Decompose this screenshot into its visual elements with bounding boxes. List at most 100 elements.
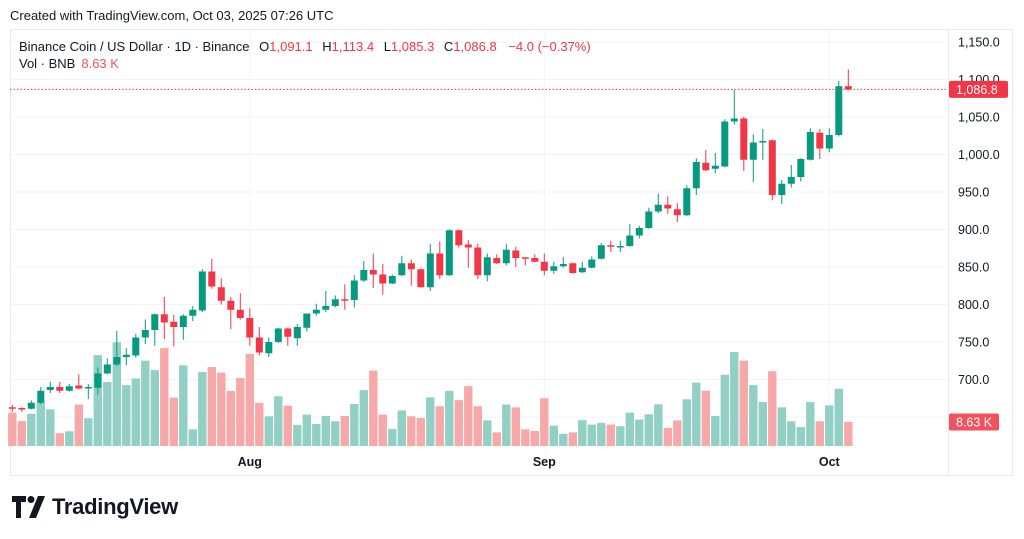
candle-body bbox=[94, 373, 102, 388]
last-volume-badge-text: 8.63 K bbox=[956, 416, 993, 430]
volume-bar bbox=[511, 407, 520, 446]
candle-body bbox=[141, 330, 149, 338]
candle-body bbox=[664, 204, 672, 209]
time-axis: Aug Sep Oct bbox=[238, 30, 949, 475]
volume-bar bbox=[65, 431, 74, 446]
price-axis: 1,150.01,100.01,050.01,000.0950.0900.085… bbox=[958, 36, 1000, 388]
candle-body bbox=[284, 328, 292, 337]
candle-body bbox=[531, 258, 539, 262]
volume-bar bbox=[730, 352, 739, 446]
candle-body bbox=[407, 263, 415, 270]
candle-body bbox=[274, 328, 282, 342]
tradingview-logo-icon bbox=[12, 496, 45, 518]
volume-bar bbox=[806, 402, 815, 446]
tradingview-logo[interactable]: TradingView bbox=[12, 494, 178, 520]
candle-body bbox=[151, 314, 159, 330]
candle-body bbox=[46, 387, 54, 390]
volume-bar bbox=[378, 414, 387, 446]
candle-body bbox=[607, 245, 615, 247]
volume-bar bbox=[226, 390, 235, 446]
volume-bar bbox=[17, 420, 26, 446]
candle-body bbox=[379, 274, 387, 284]
volume-bar bbox=[701, 390, 710, 446]
volume-bar bbox=[587, 424, 596, 446]
candle-body bbox=[426, 253, 434, 288]
price-tick-label: 1,050.0 bbox=[958, 111, 1000, 125]
candle-body bbox=[208, 271, 216, 287]
chart-legend: Binance Coin / US Dollar · 1D · Binance … bbox=[19, 38, 591, 72]
price-badges: 1,086.8 8.63 K bbox=[10, 80, 1008, 431]
price-tick-label: 1,150.0 bbox=[958, 36, 1000, 50]
candle-body bbox=[616, 246, 624, 248]
candle-body bbox=[236, 309, 244, 318]
last-price-badge bbox=[949, 80, 1008, 98]
change-value: −4.0 (−0.37%) bbox=[508, 39, 591, 54]
volume-bar bbox=[454, 400, 463, 446]
candle-body bbox=[217, 287, 225, 301]
price-tick-label: 800.0 bbox=[958, 298, 989, 312]
volume-bar bbox=[844, 422, 853, 446]
chart-frame bbox=[10, 29, 1013, 476]
candle-body bbox=[588, 259, 596, 268]
candle-body bbox=[502, 249, 510, 264]
candle-body bbox=[759, 141, 767, 143]
symbol-title[interactable]: Binance Coin / US Dollar · 1D · Binance bbox=[19, 39, 250, 54]
volume-bar bbox=[274, 396, 283, 446]
candle-body bbox=[179, 315, 187, 327]
candle-body bbox=[37, 390, 45, 403]
volume-value: 8.63 K bbox=[81, 56, 119, 71]
candle-body bbox=[550, 266, 558, 271]
low-label: L bbox=[383, 39, 391, 54]
volume-bar bbox=[312, 424, 321, 446]
volume-bar bbox=[768, 371, 777, 446]
candle-body bbox=[740, 118, 748, 160]
price-tick-label: 950.0 bbox=[958, 186, 989, 200]
volume-bar bbox=[340, 415, 349, 446]
candle-body bbox=[436, 253, 444, 276]
candle-body bbox=[825, 135, 833, 149]
open-label: O bbox=[259, 39, 270, 54]
candle-body bbox=[844, 86, 852, 90]
candle-body bbox=[312, 309, 320, 314]
volume-bar bbox=[578, 420, 587, 446]
candle-body bbox=[189, 309, 197, 316]
candle-body bbox=[569, 263, 577, 273]
volume-bars bbox=[8, 342, 853, 446]
volume-bar bbox=[169, 397, 178, 446]
candle-body bbox=[806, 132, 814, 160]
volume-bar bbox=[464, 386, 473, 446]
volume-bar bbox=[435, 406, 444, 446]
volume-bar bbox=[711, 415, 720, 446]
candle-body bbox=[721, 121, 729, 167]
volume-bar bbox=[359, 390, 368, 446]
volume-bar bbox=[331, 421, 340, 446]
candle-body bbox=[103, 364, 111, 374]
candle-body bbox=[122, 354, 130, 357]
volume-bar bbox=[739, 360, 748, 446]
volume-bar bbox=[93, 355, 102, 446]
volume-bar bbox=[416, 417, 425, 446]
volume-label[interactable]: Vol · BNB bbox=[19, 56, 76, 71]
volume-bar bbox=[445, 390, 454, 446]
candle-body bbox=[369, 270, 377, 275]
candle-body bbox=[56, 387, 64, 391]
volume-bar bbox=[141, 360, 150, 446]
volume-bar bbox=[55, 433, 64, 446]
volume-bar bbox=[397, 410, 406, 446]
volume-bar bbox=[236, 377, 245, 446]
volume-bar bbox=[815, 421, 824, 446]
candle-body bbox=[626, 235, 634, 246]
volume-bar bbox=[112, 342, 121, 446]
volume-bar bbox=[616, 426, 625, 446]
time-tick-label: Oct bbox=[819, 455, 841, 469]
candle-body bbox=[540, 261, 548, 271]
candle-body bbox=[816, 132, 824, 149]
candle-body bbox=[322, 306, 330, 310]
candle-body bbox=[597, 245, 605, 259]
volume-bar bbox=[530, 430, 539, 446]
volume-bar bbox=[825, 405, 834, 446]
volume-bar bbox=[559, 433, 568, 446]
candle-body bbox=[711, 165, 719, 169]
volume-bar bbox=[388, 429, 397, 446]
